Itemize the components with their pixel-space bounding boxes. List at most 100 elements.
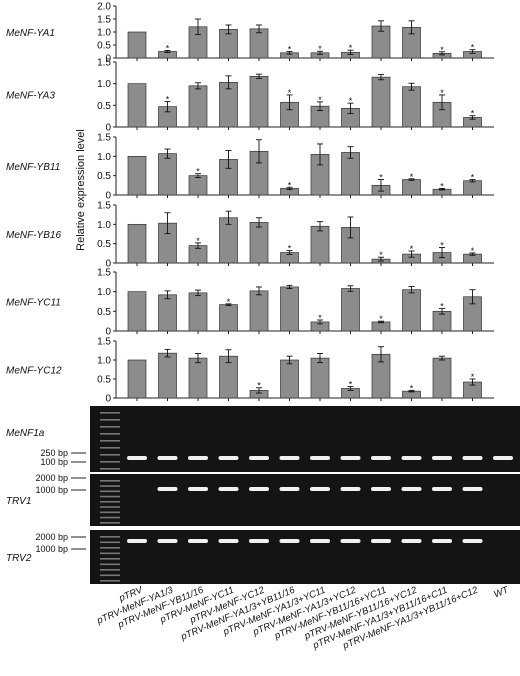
significance-star: *	[166, 43, 170, 53]
ladder-band	[100, 580, 120, 582]
y-tick-label: 1.0	[97, 356, 111, 367]
ladder-band	[100, 454, 120, 456]
y-tick-label: 1.0	[97, 79, 111, 90]
significance-star: *	[196, 167, 200, 177]
gene-label: MeNF-YB16	[6, 230, 61, 241]
ladder-band	[100, 447, 120, 449]
y-tick-label: 1.0	[97, 152, 111, 163]
y-tick-label: 1.5	[97, 58, 111, 69]
significance-star: *	[379, 173, 383, 183]
gel-band	[371, 487, 391, 491]
gel-band	[157, 487, 178, 491]
y-tick-label: 2.0	[97, 2, 111, 13]
gel-band	[462, 487, 483, 491]
ladder-band	[100, 569, 120, 571]
bar	[188, 357, 208, 399]
y-tick-label: 0	[105, 394, 111, 405]
bar	[402, 289, 421, 332]
ladder-band	[100, 574, 120, 577]
bar	[432, 357, 452, 399]
bar	[463, 180, 482, 196]
bar	[249, 290, 269, 332]
y-tick-label: 1.5	[97, 133, 111, 144]
bar	[249, 75, 269, 128]
ladder-band	[100, 485, 120, 487]
significance-star: *	[440, 302, 444, 312]
y-axis-label: Relative expression level	[75, 129, 87, 251]
chart-panel: MeNF-YC11 0 0.5 1.0 1.5 * * * *	[6, 268, 494, 338]
gene-label: MeNF-YB11	[6, 162, 60, 173]
bar	[127, 223, 147, 264]
significance-star: *	[471, 109, 475, 119]
gel-band	[340, 487, 361, 491]
significance-star: *	[440, 241, 444, 251]
gel-image	[90, 474, 520, 526]
ladder-band	[100, 468, 120, 470]
gene-label: MeNF-YA1	[6, 28, 55, 39]
significance-star: *	[166, 94, 170, 104]
gel-band	[127, 539, 147, 543]
ladder-band	[100, 541, 120, 544]
gel-band	[462, 456, 483, 460]
bar	[341, 152, 360, 196]
gel-image	[90, 530, 520, 584]
ladder-band	[100, 501, 120, 503]
bar-charts: MeNF-YA1 0 0.5 1.0 1.5 2.0 * * * * * * MeNF-YA3 0 0.5 1…	[6, 2, 494, 405]
y-tick-label: 0	[105, 259, 111, 270]
bar	[188, 292, 208, 332]
gene-label: MeNF-YC12	[6, 366, 62, 377]
chart-panel: MeNF-YA1 0 0.5 1.0 1.5 2.0 * * * * * *	[6, 2, 494, 65]
lane-label: WT	[492, 584, 511, 600]
y-tick-label: 0.5	[97, 101, 111, 112]
gel-band	[249, 456, 269, 460]
bar	[402, 86, 421, 128]
gel-band	[188, 487, 208, 491]
ladder-band	[100, 506, 120, 508]
significance-star: *	[440, 88, 444, 98]
marker-label: 1000 bp	[35, 485, 68, 495]
bar	[249, 222, 269, 264]
bar	[280, 359, 299, 399]
y-tick-label: 1.5	[97, 337, 111, 348]
y-tick-label: 0	[105, 54, 111, 65]
ladder-band	[100, 426, 120, 428]
y-tick-label: 1.5	[97, 201, 111, 212]
y-tick-label: 0	[105, 191, 111, 202]
bar	[310, 357, 330, 399]
ladder-band	[100, 440, 120, 442]
gel-band	[340, 539, 361, 543]
gel-label: TRV2	[6, 553, 32, 564]
bar	[249, 28, 269, 59]
significance-star: *	[440, 45, 444, 55]
significance-star: *	[257, 381, 261, 391]
gel-band	[249, 539, 269, 543]
gel-band	[462, 539, 483, 543]
gene-label: MeNF-YC11	[6, 298, 61, 309]
gel-band	[127, 456, 147, 460]
gel-band	[432, 456, 452, 460]
ladder-band	[100, 547, 120, 549]
gel-band	[371, 456, 391, 460]
marker-label: 250 bp	[40, 448, 68, 458]
gene-label: MeNF-YA3	[6, 91, 55, 102]
gel-band	[279, 539, 300, 543]
ladder-band	[100, 552, 120, 555]
bar	[280, 286, 299, 332]
significance-star: *	[379, 250, 383, 260]
gel-band	[218, 456, 239, 460]
ladder-band	[100, 461, 120, 463]
gel-band	[371, 539, 391, 543]
significance-star: *	[318, 313, 322, 323]
bar	[188, 175, 208, 196]
gel-band	[310, 539, 330, 543]
gel-band	[249, 487, 269, 491]
chart-panel: MeNF-YB11 0 0.5 1.0 1.5 * * * * * *	[6, 133, 494, 202]
y-tick-label: 1.0	[97, 287, 111, 298]
y-tick-label: 0.5	[97, 41, 111, 52]
significance-star: *	[471, 173, 475, 183]
chart-panel: MeNF-YB16 0 0.5 1.0 1.5 * * * * * *	[6, 201, 494, 270]
bar	[127, 291, 147, 332]
significance-star: *	[349, 43, 353, 53]
gel-label: TRV1	[6, 496, 31, 507]
